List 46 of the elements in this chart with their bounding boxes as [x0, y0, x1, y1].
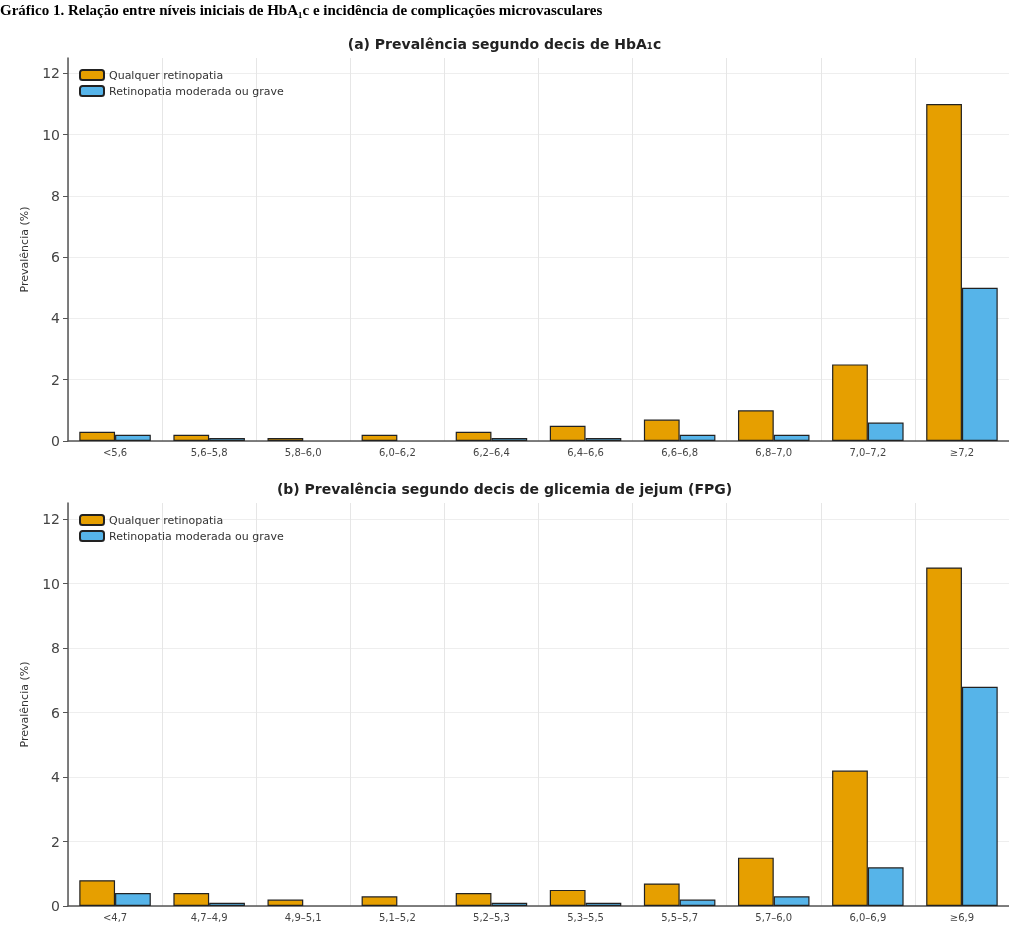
y-tick-label: 8	[51, 187, 60, 204]
y-tick-label: 12	[42, 65, 60, 82]
legend-label: Qualquer retinopatia	[109, 513, 224, 527]
y-tick-label: 8	[51, 640, 60, 657]
y-axis-title: Prevalência (%)	[18, 206, 31, 293]
text: Gráfico 1. Relação entre níveis iniciais de HbA₁c e incidência de complicações microvasculares	[0, 1, 603, 18]
x-tick-label: 7,0–7,2	[849, 446, 887, 458]
y-tick-label: 10	[42, 575, 60, 592]
x-tick-label: 5,3–5,5	[567, 911, 604, 923]
legend-label: Qualquer retinopatia	[109, 68, 224, 82]
y-tick-label: 12	[42, 511, 60, 528]
y-tick-label: 6	[51, 704, 61, 721]
x-tick-label: 6,0–6,9	[849, 911, 887, 923]
x-tick-label: 5,8–6,0	[284, 446, 322, 458]
y-axis-title: Prevalência (%)	[18, 661, 31, 748]
x-tick-label: 5,5–5,7	[661, 911, 699, 923]
y-tick-label: 2	[51, 833, 60, 850]
x-tick-label: 4,9–5,1	[284, 911, 322, 923]
x-tick-label: <4,7	[102, 911, 128, 923]
x-tick-label: 6,6–6,8	[661, 446, 699, 458]
x-tick-label: 4,7–4,9	[190, 911, 228, 923]
y-tick-label: 2	[51, 371, 60, 388]
y-tick-label: 0	[51, 898, 60, 914]
x-tick-label: <5,6	[102, 446, 128, 458]
y-tick-label: 0	[51, 433, 60, 449]
x-tick-label: ≥6,9	[949, 911, 975, 923]
x-tick-label: 6,2–6,4	[473, 446, 510, 458]
x-tick-label: 5,2–5,3	[473, 911, 510, 923]
x-tick-label: 6,0–6,2	[378, 446, 416, 458]
bar	[361, 434, 398, 441]
legend-label: Retinopatia moderada ou grave	[109, 84, 284, 98]
chart-title: (a) Prevalência segundo decis de HbA₁c	[347, 36, 662, 52]
y-tick-label: 4	[51, 769, 61, 786]
x-tick-label: 5,6–5,8	[190, 446, 228, 458]
y-tick-label: 4	[51, 310, 61, 327]
y-tick-label: 10	[42, 126, 60, 143]
x-tick-label: 5,1–5,2	[378, 911, 416, 923]
chart-title: (b) Prevalência segundo decis de glicemia de jejum (FPG)	[276, 481, 733, 497]
x-tick-label: 6,4–6,6	[567, 446, 604, 458]
legend-label: Retinopatia moderada ou grave	[109, 529, 284, 543]
x-tick-label: 5,7–6,0	[755, 911, 793, 923]
x-tick-label: 6,8–7,0	[755, 446, 793, 458]
bar	[267, 899, 304, 906]
bar	[361, 896, 398, 906]
y-tick-label: 6	[51, 249, 61, 266]
x-tick-label: ≥7,2	[949, 446, 975, 458]
